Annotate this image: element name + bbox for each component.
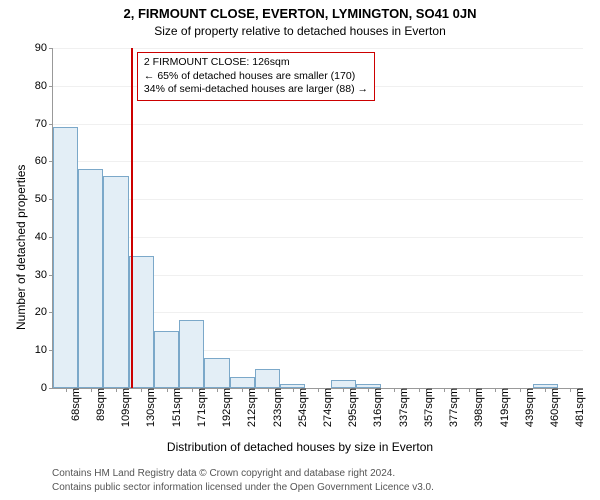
x-tick-label: 89sqm <box>91 388 107 421</box>
chart-title-line2: Size of property relative to detached ho… <box>0 24 600 38</box>
x-tick-label: 419sqm <box>495 388 511 427</box>
callout-line2: ← 65% of detached houses are smaller (17… <box>144 70 368 84</box>
y-tick-label: 40 <box>35 231 53 243</box>
histogram-bar <box>204 358 229 388</box>
y-tick-label: 0 <box>41 382 53 394</box>
histogram-bar <box>230 377 255 388</box>
x-tick-label: 254sqm <box>293 388 309 427</box>
chart-title-line1: 2, FIRMOUNT CLOSE, EVERTON, LYMINGTON, S… <box>0 6 600 21</box>
y-tick-label: 70 <box>35 118 53 130</box>
chart-container: { "chart": { "type": "histogram", "title… <box>0 0 600 500</box>
x-tick-label: 171sqm <box>192 388 208 427</box>
x-tick-label: 233sqm <box>268 388 284 427</box>
histogram-bar <box>331 380 356 388</box>
callout-box: 2 FIRMOUNT CLOSE: 126sqm← 65% of detache… <box>137 52 375 101</box>
y-tick-label: 30 <box>35 269 53 281</box>
y-tick-label: 20 <box>35 306 53 318</box>
x-tick-label: 398sqm <box>469 388 485 427</box>
x-tick-label: 377sqm <box>444 388 460 427</box>
x-tick-label: 460sqm <box>545 388 561 427</box>
x-tick-label: 337sqm <box>394 388 410 427</box>
y-axis-label: Number of detached properties <box>14 165 28 330</box>
histogram-bar <box>179 320 204 388</box>
footer-line2: Contains public sector information licen… <box>52 482 434 493</box>
histogram-bar <box>154 331 179 388</box>
x-tick-label: 192sqm <box>217 388 233 427</box>
histogram-bar <box>53 127 78 388</box>
x-tick-label: 295sqm <box>343 388 359 427</box>
x-tick-label: 439sqm <box>520 388 536 427</box>
histogram-bar <box>255 369 280 388</box>
x-tick-label: 212sqm <box>242 388 258 427</box>
plot-area: 010203040506070809068sqm89sqm109sqm130sq… <box>52 48 583 389</box>
histogram-bar <box>103 176 128 388</box>
y-tick-label: 80 <box>35 80 53 92</box>
x-tick-label: 130sqm <box>141 388 157 427</box>
x-tick-label: 357sqm <box>419 388 435 427</box>
y-tick-label: 90 <box>35 42 53 54</box>
x-tick-label: 481sqm <box>570 388 586 427</box>
y-tick-label: 50 <box>35 193 53 205</box>
y-tick-label: 10 <box>35 344 53 356</box>
x-tick-label: 68sqm <box>66 388 82 421</box>
footer-line1: Contains HM Land Registry data © Crown c… <box>52 468 395 479</box>
x-tick-label: 109sqm <box>116 388 132 427</box>
histogram-bar <box>78 169 103 388</box>
marker-line <box>131 48 133 388</box>
y-tick-label: 60 <box>35 155 53 167</box>
callout-line1: 2 FIRMOUNT CLOSE: 126sqm <box>144 56 368 70</box>
x-tick-label: 316sqm <box>368 388 384 427</box>
x-tick-label: 274sqm <box>318 388 334 427</box>
x-axis-label: Distribution of detached houses by size … <box>0 440 600 454</box>
x-tick-label: 151sqm <box>167 388 183 427</box>
callout-line3: 34% of semi-detached houses are larger (… <box>144 83 368 97</box>
